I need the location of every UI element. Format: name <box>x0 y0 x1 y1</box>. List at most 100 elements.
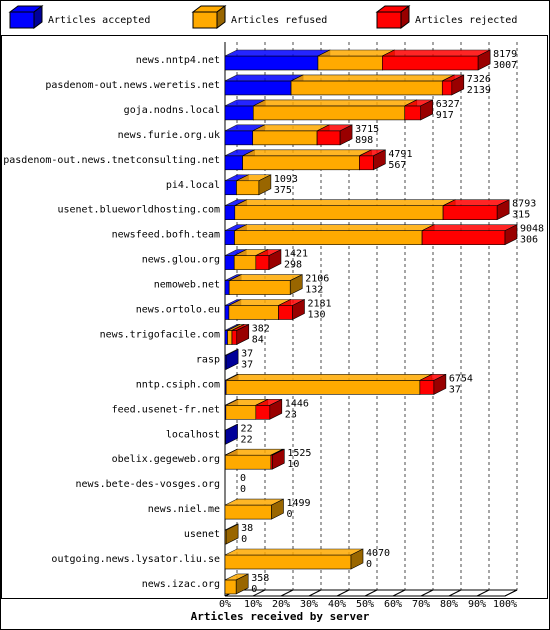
total-label: 6327 <box>436 99 460 110</box>
category-label: nntp.csiph.com <box>136 379 220 390</box>
total-label: 6754 <box>449 373 473 384</box>
category-label: nemoweb.net <box>154 280 220 291</box>
x-tick <box>364 589 378 597</box>
total-label: 358 <box>251 573 269 584</box>
total-label: 1525 <box>287 448 311 459</box>
bar-top <box>253 99 417 107</box>
bar-side <box>225 423 238 445</box>
bar-top <box>225 374 433 381</box>
x-tick <box>308 589 322 597</box>
category-label: goja.nodns.local <box>124 105 220 116</box>
bar <box>236 180 260 196</box>
total-label: 8179 <box>493 49 517 60</box>
category-label: feed.usenet-fr.net <box>112 404 220 415</box>
bar <box>224 155 243 171</box>
accepted-label: 375 <box>274 185 292 196</box>
accepted-label: 306 <box>520 235 538 246</box>
bar <box>224 579 237 595</box>
category-label: pasdenom-out.news.weretis.net <box>45 80 220 91</box>
legend-label: Articles refused <box>231 15 327 26</box>
bar <box>228 305 279 320</box>
x-tick <box>448 589 462 597</box>
total-label: 2181 <box>307 299 331 310</box>
accepted-label: 37 <box>449 384 461 395</box>
bar-side <box>433 373 447 395</box>
bar-top <box>242 149 372 157</box>
bar-top <box>252 124 330 132</box>
accepted-label: 315 <box>512 210 530 221</box>
accepted-label: 0 <box>366 559 372 570</box>
x-tick-label: 70% <box>412 599 430 610</box>
bar <box>224 205 236 220</box>
x-axis-label: Articles received by server <box>191 610 370 623</box>
bar-side <box>350 548 364 570</box>
x-tick <box>504 589 518 597</box>
total-label: 38 <box>241 523 253 534</box>
bar <box>224 255 235 270</box>
bar-side <box>272 448 285 470</box>
category-label: news.trigofacile.com <box>100 329 220 340</box>
bar <box>233 255 257 270</box>
x-tick-label: 0% <box>219 599 231 610</box>
accepted-label: 0 <box>286 509 292 520</box>
bar <box>228 280 291 295</box>
category-label: usenet <box>184 529 220 540</box>
total-label: 1446 <box>285 398 309 409</box>
bar-side <box>292 299 305 320</box>
total-label: 2106 <box>305 274 329 285</box>
legend-label: Articles accepted <box>48 15 150 26</box>
category-label: usenet.blueworldhosting.com <box>57 205 220 216</box>
bar <box>278 305 293 320</box>
bar-side <box>496 199 510 221</box>
total-label: 22 <box>241 423 253 434</box>
accepted-label: 10 <box>287 459 299 470</box>
bar-side <box>235 573 249 595</box>
accepted-label: 132 <box>305 285 323 296</box>
bar <box>234 205 444 220</box>
x-tick-label: 10% <box>244 599 262 610</box>
x-tick-label: 90% <box>468 599 486 610</box>
x-tick-label: 20% <box>272 599 290 610</box>
bar-side <box>271 498 284 520</box>
category-label: news.niel.me <box>148 504 220 515</box>
accepted-label: 84 <box>252 334 264 345</box>
legend-label: Articles rejected <box>415 15 517 26</box>
bar <box>382 55 479 71</box>
bar <box>224 130 254 146</box>
legend-swatch <box>192 11 218 29</box>
legend-swatch-side <box>33 5 43 29</box>
bar <box>317 55 383 71</box>
accepted-label: 130 <box>307 310 325 321</box>
legend-swatch-side <box>400 5 410 29</box>
bar-side <box>225 523 239 545</box>
total-label: 3715 <box>355 124 379 135</box>
x-tick-label: 30% <box>300 599 318 610</box>
bar <box>252 130 318 146</box>
total-label: 1499 <box>286 498 310 509</box>
bar <box>419 380 435 395</box>
bar <box>225 404 257 420</box>
bar-side <box>225 348 239 370</box>
bar <box>224 305 230 320</box>
bar <box>224 55 319 71</box>
x-tick-label: 40% <box>328 599 346 610</box>
bar-side <box>268 249 282 271</box>
bar <box>255 404 271 420</box>
accepted-label: 298 <box>284 260 302 271</box>
category-label: news.furie.org.uk <box>118 130 220 141</box>
bar <box>421 230 506 245</box>
category-label: pi4.local <box>166 180 220 191</box>
accepted-label: 2139 <box>467 85 491 96</box>
bar <box>242 155 360 171</box>
bar <box>224 180 237 196</box>
bar-side <box>258 174 272 196</box>
accepted-label: 917 <box>436 110 454 121</box>
bar <box>316 130 341 146</box>
category-label: localhost <box>166 429 220 440</box>
total-label: 1093 <box>274 174 298 185</box>
bar-top <box>224 49 331 57</box>
bar-top <box>421 224 518 231</box>
category-label: news.izac.org <box>142 579 220 590</box>
bar <box>227 330 233 345</box>
